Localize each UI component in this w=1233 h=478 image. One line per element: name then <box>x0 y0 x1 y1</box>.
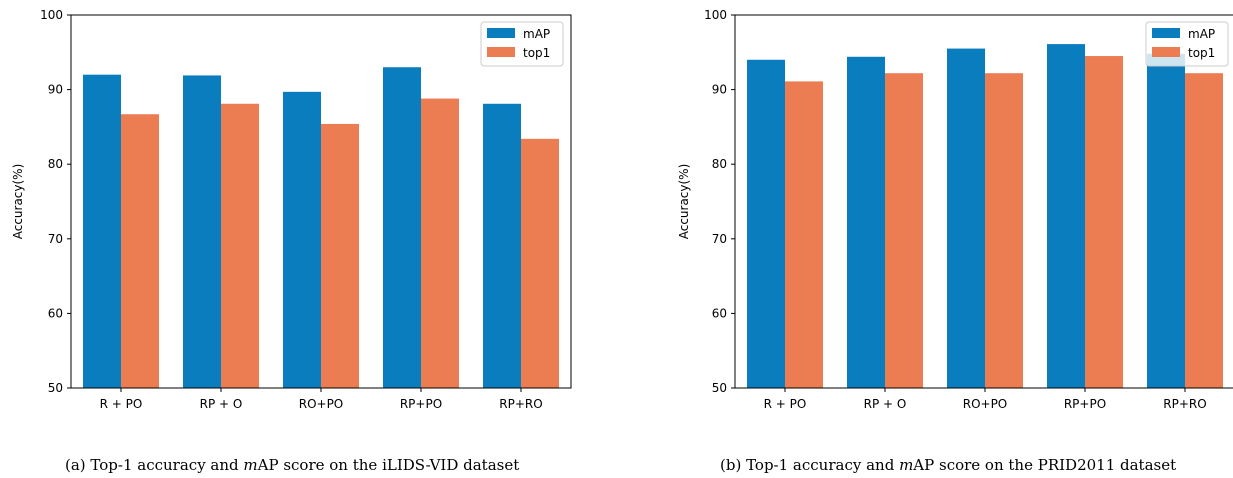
x-tick-label: RP+PO <box>400 397 442 411</box>
y-tick-label: 70 <box>712 232 727 246</box>
legend: mAP top1 <box>480 21 564 67</box>
y-tick-label: 90 <box>712 83 727 97</box>
y-tick-label: 100 <box>40 8 63 22</box>
legend-label-map: mAP <box>523 27 550 41</box>
bar-map-1 <box>83 74 121 389</box>
legend-swatch-map <box>1152 28 1180 38</box>
bar-map-5 <box>1147 53 1185 389</box>
bar-map-1 <box>747 59 785 388</box>
x-tick-label: R + PO <box>764 397 807 411</box>
legend-swatch-map <box>487 28 515 38</box>
bar-top1-2 <box>885 73 923 389</box>
bar-top1-2 <box>221 103 259 389</box>
x-tick-label: RP + O <box>200 397 243 411</box>
legend-label-top1: top1 <box>1188 46 1215 60</box>
bar-map-5 <box>483 103 521 389</box>
y-tick-label: 50 <box>48 381 63 395</box>
y-tick-label: 100 <box>704 8 727 22</box>
bar-map-2 <box>183 75 221 389</box>
x-tick-label: RO+PO <box>299 397 344 411</box>
chart-b: R + PO RP + O RO+PO RP+PO RP+RO 50 60 70 80 90 100… <box>677 8 1233 411</box>
bar-map-4 <box>1047 44 1085 389</box>
x-tick-label: RP+RO <box>1163 397 1206 411</box>
caption-a: (a) Top-1 accuracy and mAP score on the … <box>65 456 520 474</box>
y-tick-label: 90 <box>48 83 63 97</box>
x-tick-label: RP+PO <box>1064 397 1106 411</box>
y-axis-label: Accuracy(%) <box>11 164 25 240</box>
x-tick-label: RO+PO <box>963 397 1008 411</box>
y-tick-label: 70 <box>48 232 63 246</box>
bar-map-2 <box>847 56 885 388</box>
x-tick-label: R + PO <box>100 397 143 411</box>
bar-top1-4 <box>1085 56 1123 388</box>
bar-map-4 <box>383 67 421 388</box>
y-tick-label: 60 <box>48 306 63 320</box>
legend: mAP top1 <box>1145 21 1229 67</box>
legend-swatch-top1 <box>1152 47 1180 57</box>
legend-label-map: mAP <box>1188 27 1215 41</box>
bar-top1-1 <box>785 81 823 389</box>
x-tick-label: RP + O <box>864 397 907 411</box>
legend-label-top1: top1 <box>523 46 550 60</box>
bar-top1-5 <box>1185 73 1223 389</box>
bar-top1-3 <box>321 123 359 388</box>
legend-swatch-top1 <box>487 47 515 57</box>
bar-top1-4 <box>421 98 459 388</box>
chart-a: R + PO RP + O RO+PO RP+PO RP+RO 50 60 70 80 90 100… <box>11 8 572 411</box>
x-tick-label: RP+RO <box>499 397 542 411</box>
bar-map-3 <box>283 91 321 388</box>
y-tick-label: 80 <box>712 157 727 171</box>
y-axis-label: Accuracy(%) <box>677 164 691 240</box>
bar-map-3 <box>947 48 985 388</box>
y-tick-label: 60 <box>712 306 727 320</box>
bar-top1-3 <box>985 73 1023 389</box>
y-tick-label: 50 <box>712 381 727 395</box>
bar-top1-5 <box>521 138 559 388</box>
y-tick-label: 80 <box>48 157 63 171</box>
axes-frame <box>734 14 1233 389</box>
axes-frame <box>70 14 572 389</box>
caption-b: (b) Top-1 accuracy and mAP score on the … <box>720 456 1177 474</box>
bar-top1-1 <box>121 114 159 388</box>
